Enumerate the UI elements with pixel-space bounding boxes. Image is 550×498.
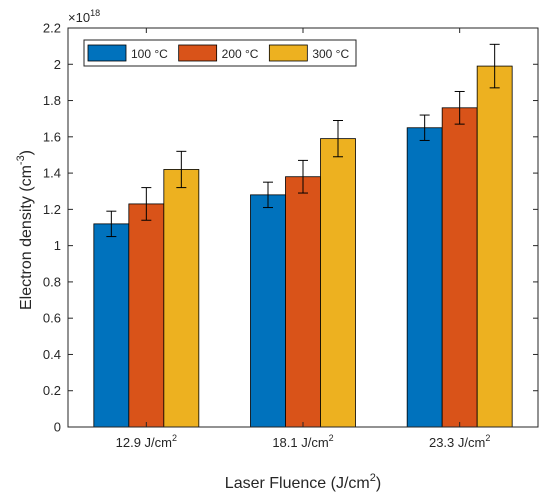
error-bar bbox=[298, 159, 308, 194]
x-axis-label-superscript: 2 bbox=[370, 472, 376, 484]
error-bar bbox=[263, 181, 273, 209]
legend-box bbox=[83, 39, 357, 67]
bar bbox=[163, 169, 200, 428]
y-tick-label: 0 bbox=[54, 420, 61, 435]
y-tick-label: 2 bbox=[54, 57, 61, 72]
legend-label: 200 °C bbox=[222, 47, 259, 61]
y-axis-multiplier-exponent: 18 bbox=[90, 8, 100, 18]
error-bar bbox=[333, 119, 343, 158]
x-tick-label: 12.9 J/cm2 bbox=[116, 433, 177, 450]
error-bar bbox=[419, 114, 430, 141]
error-bar bbox=[454, 90, 465, 125]
legend-item: 200 °C bbox=[178, 44, 259, 62]
y-tick-label: 0.4 bbox=[43, 347, 61, 362]
bar bbox=[250, 194, 286, 428]
legend-swatch bbox=[87, 44, 127, 62]
legend-label: 100 °C bbox=[131, 47, 168, 61]
y-tick-label: 0.8 bbox=[43, 274, 61, 289]
y-tick-label: 1 bbox=[54, 238, 61, 253]
legend-item: 300 °C bbox=[268, 44, 349, 62]
y-tick-label: 0.6 bbox=[43, 311, 61, 326]
bar bbox=[285, 176, 321, 428]
error-bar bbox=[106, 210, 117, 238]
error-bar bbox=[489, 43, 500, 89]
y-axis-label: Electron density (cm-3) bbox=[15, 150, 35, 310]
legend-swatch bbox=[178, 44, 218, 62]
y-axis-label-superscript: -3 bbox=[15, 155, 27, 165]
bar bbox=[441, 107, 478, 428]
legend-label: 300 °C bbox=[312, 47, 349, 61]
plot-area: 12.9 J/cm2 18.1 J/cm2 23.3 J/cm2 0 0.2 0.4 0.6… bbox=[43, 21, 539, 450]
legend-swatch bbox=[268, 44, 308, 62]
axes-box bbox=[67, 27, 539, 428]
y-axis-multiplier: ×1018 bbox=[68, 8, 100, 25]
y-tick-label: 2.2 bbox=[43, 21, 61, 36]
legend-item: 100 °C bbox=[87, 44, 168, 62]
error-bar bbox=[141, 187, 152, 221]
bar bbox=[93, 223, 130, 428]
bar bbox=[128, 203, 165, 428]
y-tick-label: 1.4 bbox=[43, 166, 61, 181]
y-tick-label: 1.6 bbox=[43, 129, 61, 144]
y-tick-label: 1.2 bbox=[43, 202, 61, 217]
x-axis-label: Laser Fluence (J/cm2) bbox=[225, 472, 381, 492]
legend: 100 °C 200 °C 300 °C bbox=[83, 39, 357, 67]
x-tick-label: 23.3 J/cm2 bbox=[429, 433, 490, 450]
y-tick-label: 1.8 bbox=[43, 93, 61, 108]
y-tick-label: 0.2 bbox=[43, 383, 61, 398]
error-bar bbox=[176, 150, 187, 189]
x-tick-label: 18.1 J/cm2 bbox=[272, 433, 333, 450]
bar bbox=[476, 65, 513, 428]
bar bbox=[406, 127, 443, 428]
bar bbox=[320, 138, 356, 428]
